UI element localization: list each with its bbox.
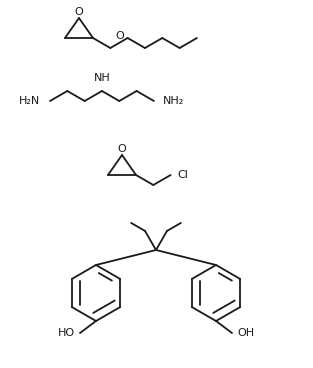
Text: O: O — [118, 144, 126, 154]
Text: NH: NH — [94, 73, 110, 83]
Text: Cl: Cl — [177, 170, 188, 180]
Text: HO: HO — [58, 328, 74, 338]
Text: OH: OH — [238, 328, 254, 338]
Text: O: O — [115, 31, 124, 41]
Text: NH₂: NH₂ — [163, 96, 185, 106]
Text: H₂N: H₂N — [19, 96, 41, 106]
Text: O: O — [74, 7, 83, 17]
